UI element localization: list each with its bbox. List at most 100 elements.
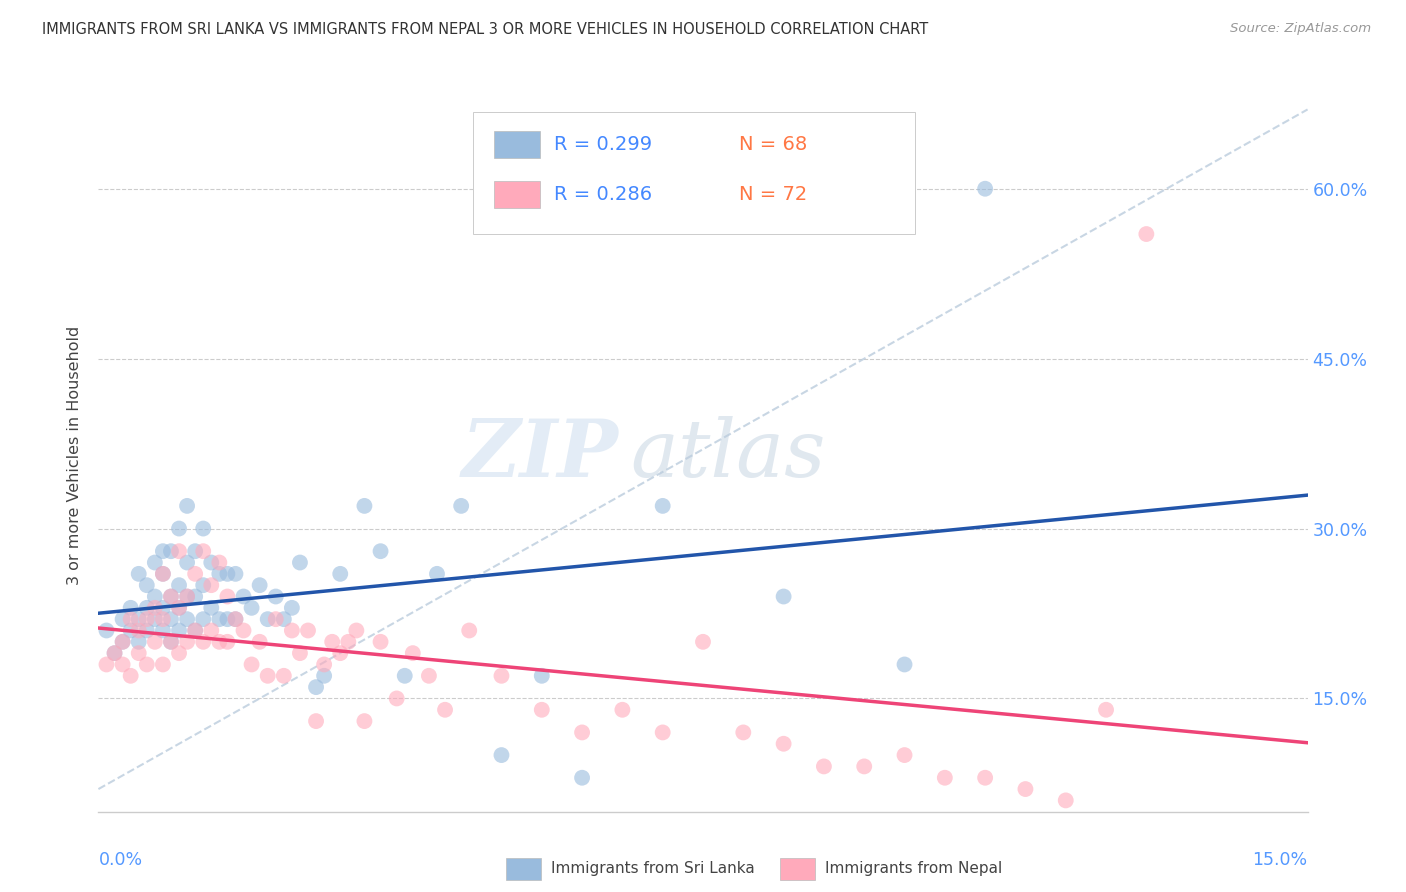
Point (135, 624, 157, 638)
Point (281, 624, 304, 638)
Point (450, 499, 472, 513)
Point (434, 703, 457, 717)
Text: Source: ZipAtlas.com: Source: ZipAtlas.com (1230, 22, 1371, 36)
Point (974, 771, 997, 785)
Point (217, 566, 239, 581)
Point (402, 646, 425, 660)
Text: ZIP: ZIP (461, 417, 619, 493)
Bar (494, 181, 540, 208)
Point (370, 635, 392, 649)
Point (184, 566, 207, 581)
Point (143, 600, 166, 615)
Point (288, 556, 311, 570)
Point (193, 612, 215, 626)
Point (160, 612, 183, 626)
Point (264, 590, 287, 604)
Point (200, 624, 222, 638)
Point (128, 635, 150, 649)
Point (135, 657, 157, 672)
Point (651, 725, 673, 739)
Point (135, 578, 157, 592)
Point (217, 590, 239, 604)
Text: N = 68: N = 68 (740, 135, 807, 154)
Point (120, 600, 142, 615)
Point (530, 669, 553, 683)
Point (281, 600, 304, 615)
Text: 15.0%: 15.0% (1253, 851, 1308, 869)
Point (273, 612, 295, 626)
Text: N = 72: N = 72 (740, 185, 807, 204)
Y-axis label: 3 or more Vehicles in Household: 3 or more Vehicles in Household (67, 326, 83, 584)
Point (530, 703, 553, 717)
Point (167, 624, 190, 638)
Point (96, 624, 118, 638)
Point (184, 624, 207, 638)
Point (167, 544, 190, 558)
Point (772, 590, 794, 604)
Point (385, 691, 408, 706)
Point (160, 544, 183, 558)
Point (426, 566, 449, 581)
Point (893, 748, 915, 763)
Point (200, 578, 222, 592)
Point (176, 612, 198, 626)
Point (353, 714, 375, 728)
Point (143, 556, 166, 570)
Point (120, 669, 142, 683)
Point (120, 624, 142, 638)
Point (217, 635, 239, 649)
Point (297, 624, 319, 638)
Point (128, 646, 150, 660)
Point (160, 590, 183, 604)
Text: R = 0.286: R = 0.286 (554, 185, 652, 204)
Point (96, 657, 118, 672)
Point (651, 499, 673, 513)
Point (733, 725, 755, 739)
Point (152, 657, 174, 672)
Point (1014, 782, 1036, 797)
Point (256, 612, 278, 626)
Point (1095, 703, 1118, 717)
Point (974, 182, 997, 196)
Point (184, 590, 207, 604)
Point (491, 748, 513, 763)
Point (193, 522, 215, 536)
Point (167, 578, 190, 592)
Point (167, 646, 190, 660)
Point (143, 590, 166, 604)
Point (249, 635, 271, 649)
Point (256, 669, 278, 683)
Point (353, 499, 375, 513)
Text: atlas: atlas (630, 417, 825, 493)
Point (571, 771, 593, 785)
Text: Immigrants from Nepal: Immigrants from Nepal (825, 862, 1002, 876)
Point (217, 612, 239, 626)
Point (813, 759, 835, 773)
Bar (494, 131, 540, 158)
Point (692, 635, 714, 649)
Point (273, 669, 295, 683)
Point (612, 703, 634, 717)
Point (152, 566, 174, 581)
Point (152, 624, 174, 638)
Point (314, 657, 336, 672)
Point (176, 590, 198, 604)
Point (135, 612, 157, 626)
Point (337, 635, 360, 649)
Point (224, 612, 246, 626)
Point (394, 669, 416, 683)
Point (120, 612, 142, 626)
Point (305, 680, 328, 694)
Point (418, 669, 440, 683)
Point (193, 544, 215, 558)
Point (160, 635, 183, 649)
Point (128, 566, 150, 581)
Point (152, 612, 174, 626)
Point (1054, 793, 1077, 807)
Point (208, 556, 231, 570)
Point (167, 600, 190, 615)
Point (152, 544, 174, 558)
Point (103, 646, 125, 660)
Point (152, 600, 174, 615)
Point (184, 544, 207, 558)
